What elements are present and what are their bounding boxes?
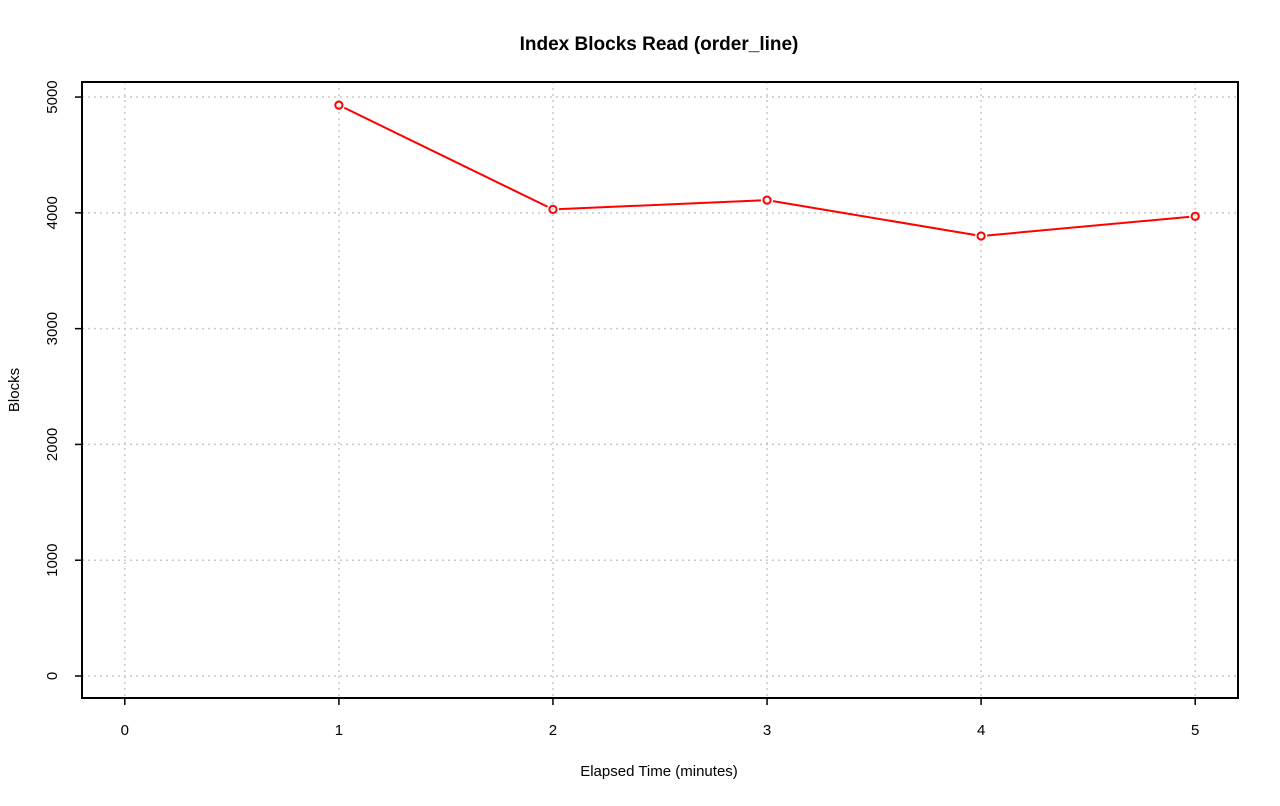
y-axis-label: Blocks: [6, 368, 23, 412]
data-point: [762, 195, 772, 205]
x-tick-label: 5: [1191, 722, 1199, 739]
y-axis: 0 1000 2000 3000 4000 5000: [44, 80, 82, 680]
x-tick-label: 0: [121, 722, 129, 739]
data-point: [976, 231, 986, 241]
y-tick-label: 4000: [44, 196, 61, 229]
y-tick-label: 3000: [44, 312, 61, 345]
data-point: [334, 100, 344, 110]
series-line-segment: [558, 199, 762, 211]
x-axis: 0 1 2 3 4 5: [121, 698, 1199, 739]
chart-title: Index Blocks Read (order_line): [520, 34, 799, 55]
y-tick-label: 1000: [44, 544, 61, 577]
x-tick-label: 3: [763, 722, 771, 739]
y-tick-label: 5000: [44, 80, 61, 113]
y-tick-label: 2000: [44, 428, 61, 461]
series-line-segment: [343, 106, 549, 208]
series-line-segment: [986, 215, 1190, 237]
y-tick-label: 0: [44, 672, 61, 680]
plot-frame: [81, 81, 1239, 699]
x-tick-label: 2: [549, 722, 557, 739]
series-layer: [334, 100, 1200, 241]
data-point: [548, 204, 558, 214]
x-tick-label: 4: [977, 722, 985, 739]
x-axis-label: Elapsed Time (minutes): [580, 763, 738, 780]
data-point: [1190, 211, 1200, 221]
series-line-segment: [772, 200, 976, 236]
grid-lines: [82, 82, 1238, 698]
x-tick-label: 1: [335, 722, 343, 739]
